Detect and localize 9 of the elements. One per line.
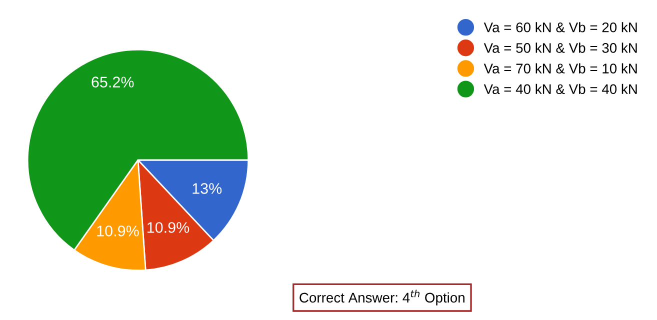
data-label: 65.2%: [92, 76, 134, 88]
legend-label: Va = 40 kN & Vb = 40 kN: [484, 84, 637, 94]
legend-label: Va = 60 kN & Vb = 20 kN: [484, 22, 637, 32]
data-label: 10.9%: [148, 222, 190, 233]
data-label: 10.9%: [97, 226, 139, 236]
legend-label: Va = 50 kN & Vb = 30 kN: [484, 42, 637, 53]
legend-label: Va = 70 kN & Vb = 10 kN: [484, 63, 637, 74]
text: Correct Answer: 4$^{th}$ Option: [300, 290, 464, 306]
data-label: 13%: [192, 183, 222, 194]
